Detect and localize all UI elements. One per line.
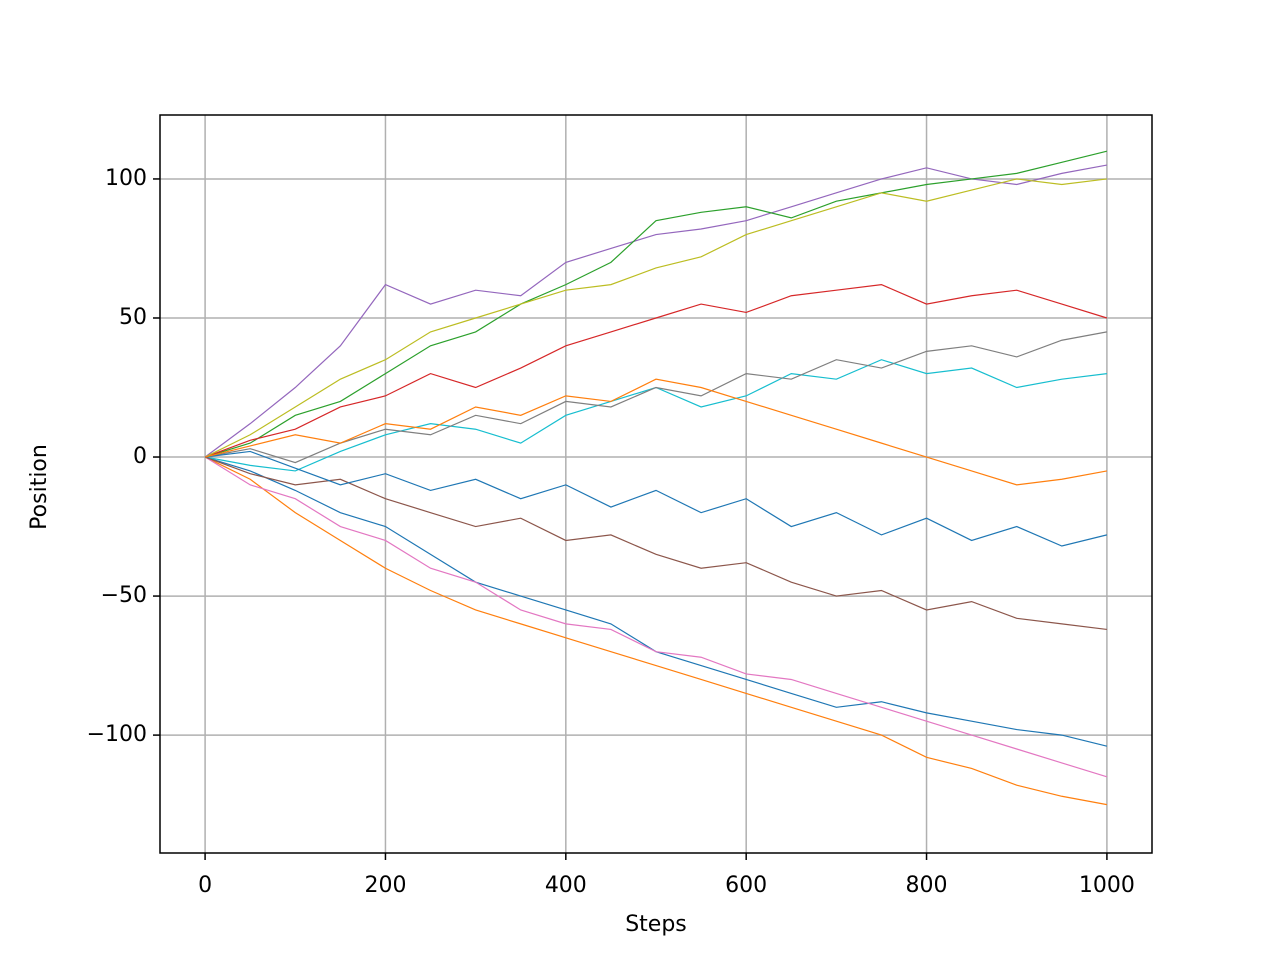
y-tick-label: 100 [105,166,147,191]
walk-line [204,150,1108,458]
walk-line [204,359,1107,472]
y-tick-label: −50 [101,583,147,608]
y-tick-label: −100 [87,722,147,747]
walk-line [204,378,1108,486]
y-tick-label: 0 [133,444,147,469]
x-tick-label: 600 [725,873,767,898]
walk-line [204,178,1107,458]
walk-line [205,450,1108,547]
x-tick-label: 1000 [1079,873,1135,898]
walk-line [204,456,1108,806]
y-tick-label: 50 [119,305,147,330]
x-tick-label: 200 [364,873,406,898]
x-axis-label: Steps [625,912,687,937]
x-tick-label: 400 [545,873,587,898]
y-axis-label: Position [27,444,52,530]
x-tick-label: 800 [906,873,948,898]
walk-line [204,284,1108,458]
x-tick-label: 0 [198,873,212,898]
walk-line [204,456,1107,631]
plot-frame [159,114,1153,854]
walk-line [204,331,1108,464]
walk-line [204,164,1108,458]
walk-line [204,456,1108,778]
